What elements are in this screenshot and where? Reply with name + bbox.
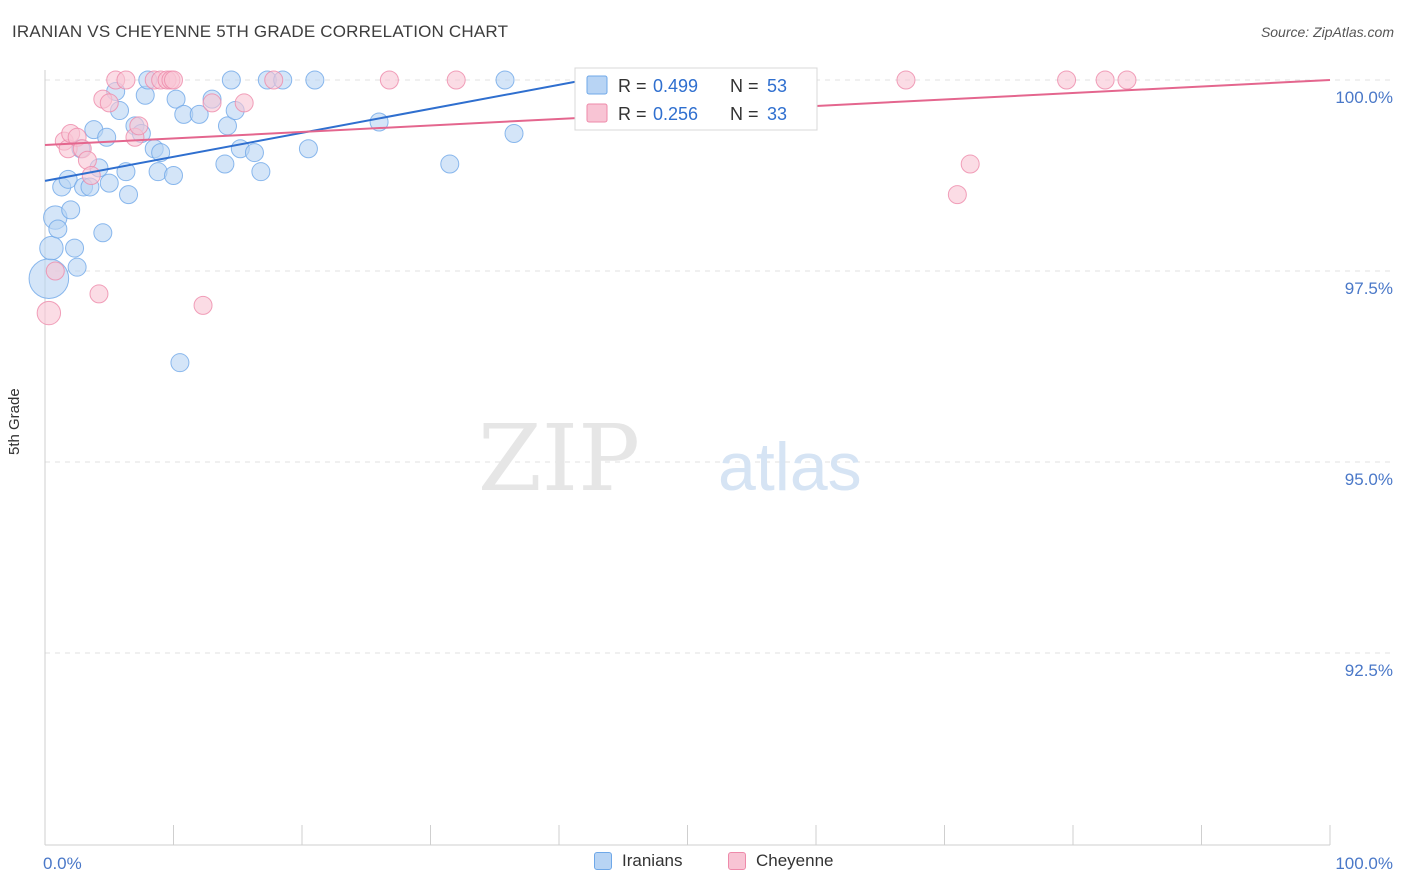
data-point-iranians bbox=[93, 223, 113, 243]
data-point-iranians bbox=[221, 70, 241, 90]
data-point-iranians bbox=[119, 185, 139, 205]
data-point-cheyenne bbox=[202, 93, 222, 113]
data-point-iranians bbox=[504, 123, 524, 143]
data-point-cheyenne bbox=[1095, 70, 1115, 90]
data-point-cheyenne bbox=[896, 70, 916, 90]
grid-layer bbox=[45, 79, 1390, 654]
bottom-legend: Iranians Cheyenne bbox=[0, 851, 1406, 877]
chart-title: IRANIAN VS CHEYENNE 5TH GRADE CORRELATIO… bbox=[12, 22, 509, 41]
x-tick-label-min: 0.0% bbox=[43, 854, 82, 873]
legend-r-value-cheyenne: 0.256 bbox=[653, 104, 698, 124]
data-point-iranians bbox=[39, 235, 64, 261]
legend-swatch-cheyenne bbox=[586, 103, 608, 123]
bottom-legend-label-iranians: Iranians bbox=[622, 851, 683, 870]
y-tick-label: 97.5% bbox=[1345, 279, 1393, 298]
bottom-legend-iranians: Iranians bbox=[594, 851, 682, 871]
data-point-cheyenne bbox=[1117, 70, 1137, 90]
data-point-iranians bbox=[97, 127, 117, 147]
points-layer bbox=[28, 70, 1137, 373]
legend-swatch-iranians bbox=[586, 75, 608, 95]
source-credit: Source: ZipAtlas.com bbox=[1260, 24, 1394, 40]
data-point-cheyenne bbox=[947, 185, 967, 205]
data-point-cheyenne bbox=[89, 284, 109, 304]
data-point-iranians bbox=[164, 166, 183, 185]
data-point-cheyenne bbox=[45, 261, 65, 281]
legend-n-value-cheyenne: 33 bbox=[767, 104, 787, 124]
data-point-cheyenne bbox=[446, 70, 466, 90]
data-point-iranians bbox=[251, 162, 271, 182]
data-point-cheyenne bbox=[164, 70, 183, 90]
data-point-iranians bbox=[244, 143, 264, 163]
data-point-iranians bbox=[61, 200, 81, 220]
data-point-cheyenne bbox=[193, 295, 213, 315]
data-point-cheyenne bbox=[81, 166, 101, 185]
bottom-legend-swatch-cheyenne bbox=[728, 852, 746, 870]
data-point-iranians bbox=[440, 154, 460, 174]
data-point-cheyenne bbox=[1057, 70, 1077, 90]
data-point-cheyenne bbox=[99, 93, 119, 113]
x-tick-label-max: 100.0% bbox=[1335, 854, 1393, 873]
data-point-iranians bbox=[298, 139, 318, 159]
legend-n-label-cheyenne: N = bbox=[730, 104, 759, 124]
data-point-cheyenne bbox=[960, 154, 980, 174]
data-point-iranians bbox=[67, 257, 87, 277]
data-point-iranians bbox=[495, 70, 515, 90]
legend-r-label-cheyenne: R = bbox=[618, 104, 647, 124]
data-point-iranians bbox=[170, 353, 190, 373]
legend-frame bbox=[574, 67, 818, 131]
data-point-iranians bbox=[305, 70, 325, 90]
data-point-cheyenne bbox=[379, 70, 399, 90]
watermark-atlas: atlas bbox=[718, 429, 862, 505]
data-point-iranians bbox=[151, 143, 171, 163]
data-point-iranians bbox=[48, 219, 68, 239]
data-point-iranians bbox=[65, 238, 85, 258]
y-tick-label: 95.0% bbox=[1345, 470, 1393, 489]
tick-label-layer: 92.5% 95.0% 97.5% 100.0% 0.0% 100.0% bbox=[43, 88, 1393, 873]
y-tick-label: 100.0% bbox=[1335, 88, 1393, 107]
legend-n-label-iranians: N = bbox=[730, 76, 759, 96]
data-point-iranians bbox=[99, 173, 119, 193]
watermark-zip: ZIP bbox=[478, 405, 640, 512]
data-point-cheyenne bbox=[129, 116, 149, 136]
y-tick-label: 92.5% bbox=[1345, 661, 1393, 680]
data-point-cheyenne bbox=[234, 93, 254, 113]
data-point-iranians bbox=[215, 154, 235, 174]
legend-r-value-iranians: 0.499 bbox=[653, 76, 698, 96]
data-point-cheyenne bbox=[264, 70, 284, 90]
legend-box: R = 0.499 N = 53 R = 0.256 N = 33 bbox=[574, 67, 818, 131]
bottom-legend-cheyenne: Cheyenne bbox=[728, 851, 834, 871]
data-point-iranians bbox=[166, 89, 186, 109]
watermark: ZIP atlas bbox=[478, 405, 862, 512]
data-point-iranians bbox=[189, 104, 209, 124]
bottom-legend-label-cheyenne: Cheyenne bbox=[756, 851, 834, 870]
bottom-legend-swatch-iranians bbox=[594, 852, 612, 870]
axis-layer bbox=[44, 70, 1331, 846]
series-cheyenne bbox=[36, 70, 1137, 326]
data-point-cheyenne bbox=[116, 70, 136, 90]
legend-r-label-iranians: R = bbox=[618, 76, 647, 96]
legend-n-value-iranians: 53 bbox=[767, 76, 787, 96]
data-point-cheyenne bbox=[36, 300, 62, 326]
